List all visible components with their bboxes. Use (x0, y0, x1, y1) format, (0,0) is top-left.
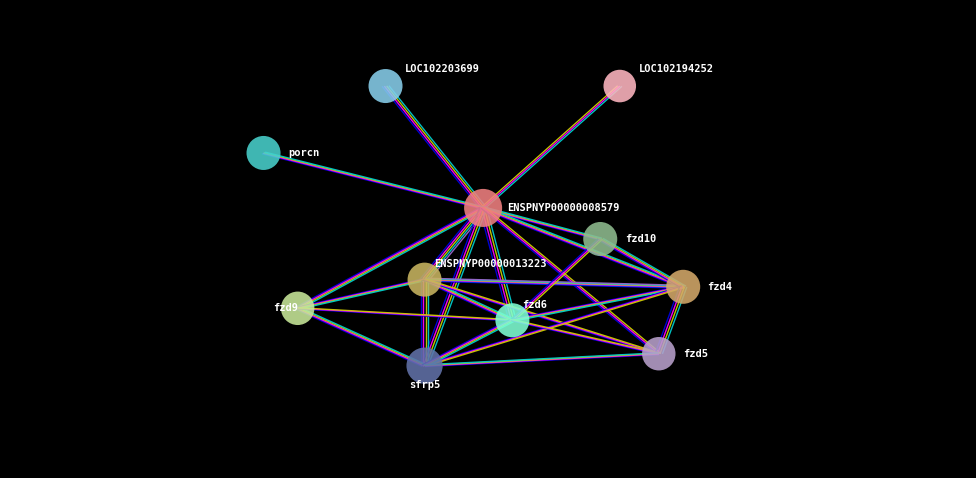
Text: fzd5: fzd5 (683, 349, 709, 358)
Point (417, 276, 432, 283)
Text: fzd4: fzd4 (708, 282, 733, 292)
Text: porcn: porcn (288, 148, 319, 158)
Point (256, 149, 271, 157)
Point (612, 82, 628, 90)
Point (675, 283, 691, 291)
Text: fzd10: fzd10 (625, 234, 656, 244)
Point (651, 350, 667, 358)
Point (505, 316, 520, 324)
Point (417, 362, 432, 369)
Point (378, 82, 393, 90)
Text: fzd9: fzd9 (273, 304, 299, 313)
Text: sfrp5: sfrp5 (409, 380, 440, 390)
Text: ENSPNYP00000008579: ENSPNYP00000008579 (508, 203, 620, 213)
Point (592, 235, 608, 243)
Text: fzd6: fzd6 (522, 300, 548, 310)
Text: ENSPNYP00000013223: ENSPNYP00000013223 (434, 259, 547, 269)
Point (290, 304, 305, 312)
Point (475, 204, 491, 212)
Text: LOC102194252: LOC102194252 (639, 64, 714, 74)
Text: LOC102203699: LOC102203699 (405, 64, 480, 74)
